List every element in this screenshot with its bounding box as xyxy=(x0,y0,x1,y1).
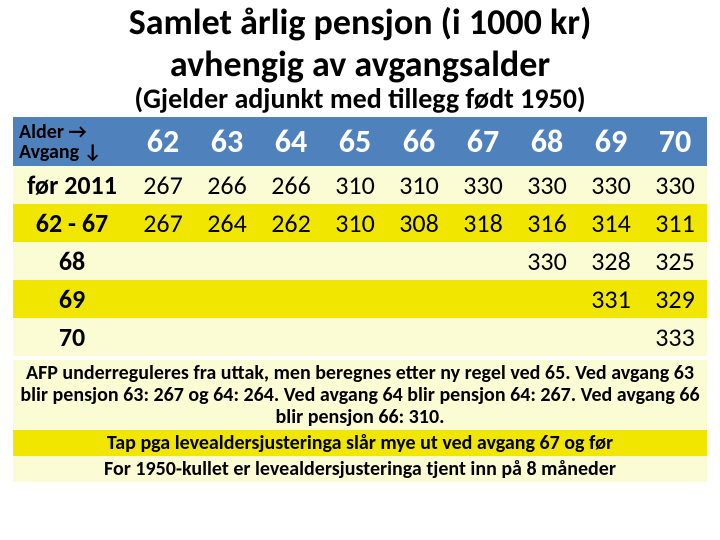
data-cell: 262 xyxy=(259,204,323,242)
age-header: 63 xyxy=(195,117,259,166)
data-cell: 308 xyxy=(387,204,451,242)
data-cell xyxy=(451,318,515,356)
row-label: 70 xyxy=(13,318,131,356)
pension-table: Alder →Avgang ↓626364656667686970 før 20… xyxy=(13,117,707,356)
data-cell xyxy=(451,280,515,318)
data-cell: 267 xyxy=(131,204,195,242)
age-header: 64 xyxy=(259,117,323,166)
row-label: 62 - 67 xyxy=(13,204,131,242)
data-cell xyxy=(451,242,515,280)
title-line1: Samlet årlig pensjon (i 1000 kr) xyxy=(0,0,720,42)
data-cell: 331 xyxy=(579,280,643,318)
data-cell xyxy=(259,280,323,318)
data-cell: 330 xyxy=(451,166,515,204)
data-cell: 310 xyxy=(387,166,451,204)
data-cell xyxy=(323,318,387,356)
data-cell xyxy=(195,280,259,318)
data-cell xyxy=(131,280,195,318)
table-row: 70 333 xyxy=(13,318,707,356)
data-cell xyxy=(515,318,579,356)
data-cell xyxy=(579,318,643,356)
data-cell: 316 xyxy=(515,204,579,242)
data-cell: 330 xyxy=(643,166,707,204)
age-header: 68 xyxy=(515,117,579,166)
table-row: 69 331329 xyxy=(13,280,707,318)
row-label: før 2011 xyxy=(13,166,131,204)
row-label: 68 xyxy=(13,242,131,280)
title-line2: avhengig av avgangsalder xyxy=(0,42,720,84)
data-cell xyxy=(259,242,323,280)
age-header: 70 xyxy=(643,117,707,166)
data-cell: 310 xyxy=(323,204,387,242)
row-label: 69 xyxy=(13,280,131,318)
data-cell: 325 xyxy=(643,242,707,280)
table-row: 68 330328325 xyxy=(13,242,707,280)
data-cell: 318 xyxy=(451,204,515,242)
data-cell: 266 xyxy=(259,166,323,204)
data-cell xyxy=(323,242,387,280)
data-cell: 310 xyxy=(323,166,387,204)
data-cell: 330 xyxy=(515,166,579,204)
data-cell xyxy=(195,318,259,356)
age-header: 66 xyxy=(387,117,451,166)
corner-cell: Alder →Avgang ↓ xyxy=(13,117,131,166)
notes-block: AFP underreguleres fra uttak, men beregn… xyxy=(13,360,707,482)
data-cell xyxy=(387,242,451,280)
data-cell: 328 xyxy=(579,242,643,280)
data-cell: 330 xyxy=(515,242,579,280)
data-cell xyxy=(195,242,259,280)
note-line: AFP underreguleres fra uttak, men beregn… xyxy=(13,360,707,430)
subtitle: (Gjelder adjunkt med tillegg født 1950) xyxy=(0,84,720,117)
corner-top-label: Alder → xyxy=(19,122,131,142)
age-header: 62 xyxy=(131,117,195,166)
header-row: Alder →Avgang ↓626364656667686970 xyxy=(13,117,707,166)
data-cell: 329 xyxy=(643,280,707,318)
data-cell: 266 xyxy=(195,166,259,204)
data-cell: 267 xyxy=(131,166,195,204)
data-cell xyxy=(259,318,323,356)
data-cell xyxy=(387,280,451,318)
age-header: 65 xyxy=(323,117,387,166)
data-cell xyxy=(131,318,195,356)
corner-bottom-label: Avgang ↓ xyxy=(19,142,131,162)
age-header: 67 xyxy=(451,117,515,166)
data-cell xyxy=(387,318,451,356)
data-cell: 314 xyxy=(579,204,643,242)
data-cell xyxy=(323,280,387,318)
data-cell xyxy=(515,280,579,318)
note-line: Tap pga levealdersjusteringa slår mye ut… xyxy=(13,430,707,456)
data-cell xyxy=(131,242,195,280)
data-cell: 311 xyxy=(643,204,707,242)
data-cell: 330 xyxy=(579,166,643,204)
table-row: før 2011267266266310310330330330330 xyxy=(13,166,707,204)
age-header: 69 xyxy=(579,117,643,166)
data-cell: 333 xyxy=(643,318,707,356)
data-cell: 264 xyxy=(195,204,259,242)
table-body: før 201126726626631031033033033033062 - … xyxy=(13,166,707,356)
note-line: For 1950-kullet er levealdersjusteringa … xyxy=(13,456,707,482)
table-row: 62 - 67267264262310308318316314311 xyxy=(13,204,707,242)
